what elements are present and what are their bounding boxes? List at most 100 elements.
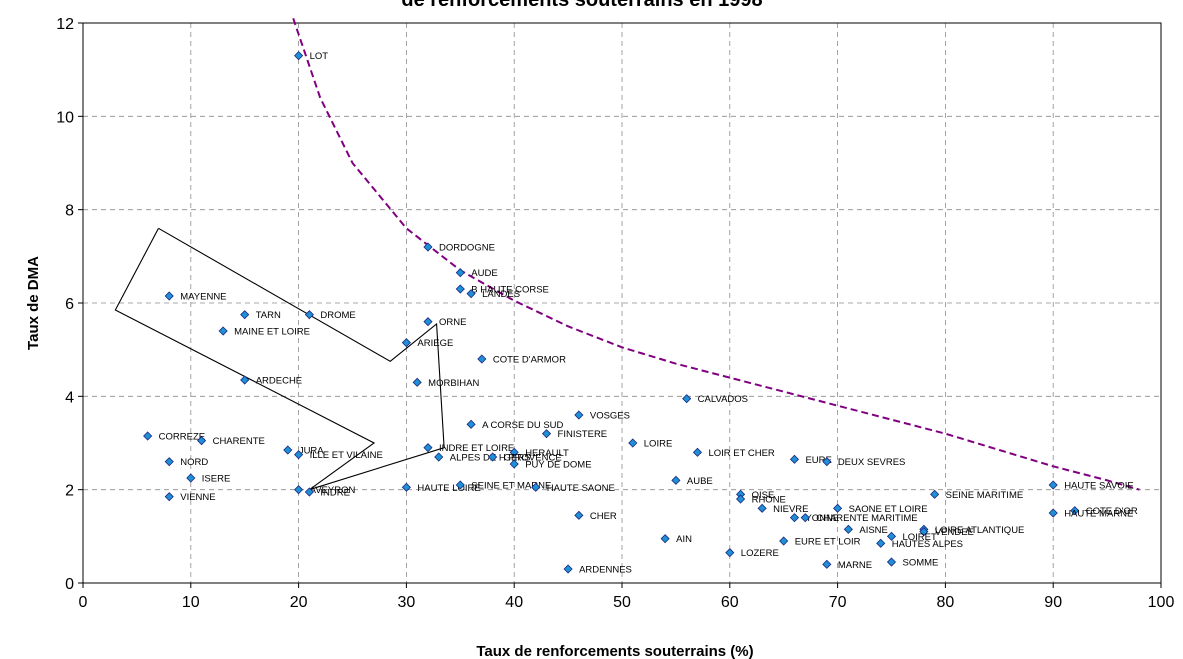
x-tick-label: 30: [398, 594, 416, 611]
point-label: PUY DE DOME: [525, 460, 591, 471]
point-label: TARN: [256, 310, 281, 321]
point-label: ARDENNES: [579, 565, 632, 576]
point-label: AUBE: [687, 476, 713, 487]
point-label: INDRE: [320, 488, 350, 499]
point-label: HAUTE SAONE: [547, 483, 615, 494]
data-point: [541, 429, 552, 439]
data-point: [304, 310, 314, 320]
point-label: A CORSE DU SUD: [482, 420, 563, 431]
point-label: LOIR ET CHER: [708, 448, 774, 459]
point-label: CHARENTE: [213, 436, 265, 447]
data-point: [886, 531, 897, 541]
point-label: CHARENTE MARITIME: [816, 513, 917, 524]
data-point: [401, 338, 411, 348]
x-tick-label: 50: [613, 594, 631, 611]
data-point: [412, 377, 422, 387]
point-label: AUDE: [471, 268, 497, 279]
y-tick-label: 2: [65, 483, 74, 500]
point-label: VENDEE: [935, 527, 974, 538]
data-point: [401, 482, 411, 492]
point-label: OISE: [752, 490, 775, 501]
data-point: [143, 431, 153, 441]
data-point: [509, 459, 519, 469]
point-label: EURE ET LOIR: [795, 537, 861, 548]
point-label: LOZERE: [741, 548, 779, 559]
point-label: NIEVRE: [773, 504, 808, 515]
point-label: RHONE: [752, 495, 786, 506]
data-point: [833, 503, 843, 513]
point-label: SEINE MARITIME: [946, 490, 1024, 501]
point-label: HAUTE MARNE: [1064, 509, 1133, 520]
data-point: [574, 410, 584, 420]
data-point: [477, 354, 487, 364]
data-point: [466, 289, 476, 299]
data-point: [164, 291, 174, 301]
data-point: [725, 548, 735, 558]
y-tick-label: 12: [56, 16, 74, 33]
data-point: [304, 487, 314, 497]
point-label: SOMME: [903, 558, 939, 569]
data-point: [757, 503, 767, 513]
data-point: [531, 482, 541, 492]
point-label: ARDECHE: [256, 376, 302, 387]
data-point: [455, 480, 465, 490]
data-point: [930, 489, 940, 499]
point-label: MORBIHAN: [428, 378, 479, 389]
point-label: LANDES: [482, 289, 520, 300]
data-point: [1048, 508, 1058, 518]
data-point: [423, 242, 433, 252]
y-tick-label: 10: [56, 109, 74, 126]
point-label: LOIRE ATLANTIQUE: [935, 525, 1025, 536]
y-tick-label: 4: [65, 389, 74, 406]
grid: [83, 23, 1161, 583]
data-point: [240, 310, 250, 320]
x-tick-label: 60: [721, 594, 739, 611]
data-point: [294, 51, 304, 61]
data-point: [563, 564, 573, 574]
point-label: MARNE: [838, 560, 872, 571]
point-label: MAINE ET LOIRE: [234, 327, 310, 338]
data-point: [423, 443, 433, 453]
point-label: AISNE: [859, 525, 888, 536]
x-tick-label: 0: [79, 594, 88, 611]
data-point: [1048, 480, 1058, 490]
point-label: LOIRET: [903, 532, 938, 543]
data-point: [628, 438, 638, 448]
data-point: [186, 473, 196, 483]
data-point: [800, 513, 810, 523]
point-label: HERAULT: [525, 448, 569, 459]
point-label: GERS: [504, 453, 531, 464]
data-point: [822, 559, 832, 569]
annotations: [114, 18, 1140, 491]
data-point: [1070, 506, 1080, 516]
point-label: COTE D'ARMOR: [493, 355, 566, 366]
point-label: SEINE ET MARNE: [471, 481, 551, 492]
x-tick-label: 100: [1148, 594, 1175, 611]
point-label: CORREZE: [159, 432, 205, 443]
y-tick-label: 6: [65, 296, 74, 313]
data-point: [822, 457, 832, 467]
data-point: [294, 485, 304, 495]
data-point: [789, 513, 800, 523]
point-label: EURE: [805, 455, 831, 466]
point-label: LOT: [310, 51, 329, 62]
axis-ticks: 0 10 20 30 40 50 60 70 80 90 100 0 2 4 6 8 10 12: [56, 16, 1174, 611]
data-point: [423, 317, 433, 327]
point-label: CALVADOS: [698, 394, 748, 405]
data-point: [283, 445, 293, 455]
x-tick-label: 90: [1044, 594, 1062, 611]
data-point: [660, 534, 670, 544]
data-point: [240, 375, 250, 385]
data-point: [736, 494, 746, 504]
point-label: HAUTES ALPES: [892, 539, 963, 550]
point-label: INDRE ET LOIRE: [439, 443, 514, 454]
data-point: [434, 452, 444, 462]
data-point: [218, 326, 228, 336]
point-label: ALPES DE H PROVENCE: [450, 453, 562, 464]
point-label: DROME: [320, 310, 355, 321]
point-label: MAYENNE: [180, 292, 226, 303]
data-point: [294, 450, 304, 460]
data-point: [843, 524, 853, 534]
